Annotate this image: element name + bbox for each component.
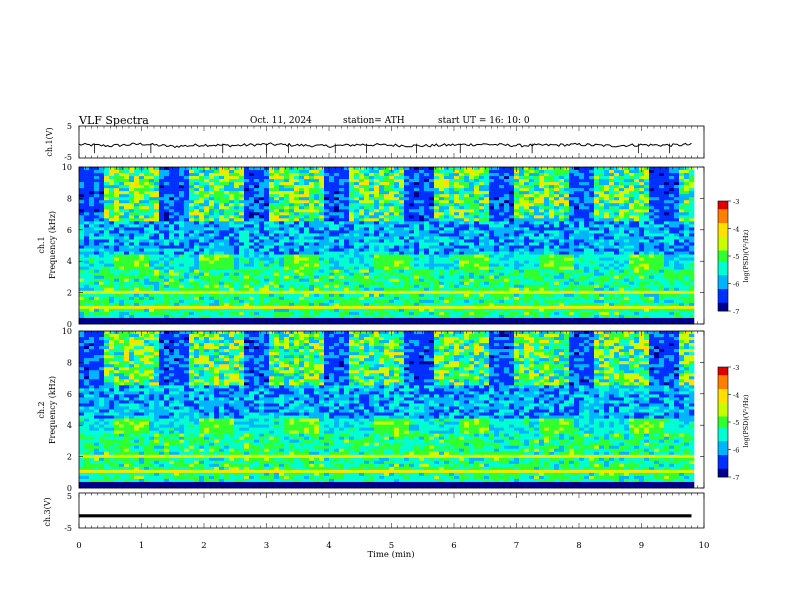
ch2-colorbar-gradient (718, 367, 728, 478)
time-axis-labels: 0 1 2 3 4 5 6 7 8 9 10 (76, 541, 709, 551)
time-tick-label-7: 7 (514, 541, 519, 551)
ch1-colorbar-gradient (718, 201, 728, 312)
freq-tick-label-4: 8 (67, 358, 72, 367)
ch1-voltage-panel: 5 -5 ch.1(V) (45, 122, 705, 162)
freq-tick-label-4: 8 (67, 194, 72, 203)
time-tick-label-3: 3 (264, 541, 269, 551)
ch1-colorbar-ticks: -3 -4 -5 -6 -7 (728, 198, 739, 316)
cbar-tick-label-2: -5 (733, 253, 739, 261)
freq-tick-label-3: 6 (67, 226, 72, 235)
start-time-label: start UT = 16: 10: 0 (438, 116, 530, 126)
ch2-spectrogram-panel: 0 2 4 6 8 10 ch.2 Frequency (kHz) (37, 327, 705, 493)
time-axis-ticks (78, 126, 705, 528)
ch1-channel-label: ch.1 (37, 236, 46, 253)
cbar-tick-label-4: -7 (733, 474, 739, 482)
freq-tick-label-3: 6 (67, 390, 72, 399)
cbar-tick-label-3: -6 (733, 281, 739, 289)
time-tick-label-6: 6 (451, 541, 456, 551)
station-label: station= ATH (343, 116, 405, 126)
ch1-spectrogram-panel: 0 2 4 6 8 10 ch.1 Frequency (kHz) (37, 163, 705, 329)
cbar-tick-label-1: -4 (733, 226, 739, 234)
ch2-frequency-yticks: 0 2 4 6 8 10 (62, 327, 704, 493)
cbar-tick-label-1: -4 (733, 392, 739, 400)
cbar-tick-label-3: -6 (733, 447, 739, 455)
freq-tick-label-1: 2 (67, 453, 72, 462)
time-tick-label-1: 1 (139, 541, 144, 551)
ch3-voltage-ytick-bottom: -5 (64, 524, 72, 533)
figure-title: VLF Spectra (78, 114, 149, 127)
ch3-voltage-ytick-top: 5 (67, 492, 72, 501)
time-tick-label-8: 8 (576, 541, 581, 551)
ch3-voltage-frame (78, 492, 705, 529)
freq-tick-label-5: 10 (62, 327, 72, 336)
ch1-voltage-trace (78, 142, 692, 149)
ch1-voltage-ytick-bottom: -5 (64, 153, 72, 162)
ch1-spectrogram-image (79, 167, 695, 325)
ch1-frequency-yticks: 0 2 4 6 8 10 (62, 163, 704, 329)
time-tick-label-9: 9 (639, 541, 644, 551)
cbar-tick-label-2: -5 (733, 419, 739, 427)
ch2-channel-label: ch.2 (37, 401, 46, 418)
time-tick-label-5: 5 (389, 541, 394, 551)
ch2-colorbar-ticks: -3 -4 -5 -6 -7 (728, 364, 739, 482)
time-tick-label-10: 10 (699, 541, 710, 551)
ch3-voltage-panel: 5 -5 ch.3(V) (43, 492, 705, 533)
cbar-tick-label-4: -7 (733, 308, 739, 316)
ch2-colorbar: -3 -4 -5 -6 -7 log(PSD)(V²/Hz) (717, 364, 750, 482)
freq-tick-label-5: 10 (62, 163, 72, 172)
ch2-colorbar-label: log(PSD)(V²/Hz) (742, 394, 750, 447)
ch3-voltage-ylabel: ch.3(V) (43, 497, 52, 526)
ch1-voltage-ylabel: ch.1(V) (45, 127, 54, 156)
freq-tick-label-1: 2 (67, 289, 72, 298)
date-label: Oct. 11, 2024 (250, 116, 312, 126)
time-tick-label-4: 4 (326, 541, 331, 551)
freq-tick-label-2: 4 (67, 421, 72, 430)
ch2-spectrogram-image (79, 331, 695, 489)
ch2-frequency-ylabel: Frequency (kHz) (48, 376, 57, 444)
time-tick-label-0: 0 (76, 541, 81, 551)
ch1-colorbar: -3 -4 -5 -6 -7 log(PSD)(V²/Hz) (717, 198, 750, 316)
freq-tick-label-2: 4 (67, 257, 72, 266)
ch1-frequency-ylabel: Frequency (kHz) (48, 211, 57, 279)
ch1-colorbar-label: log(PSD)(V²/Hz) (742, 229, 750, 282)
time-axis-label: Time (min) (367, 549, 414, 560)
freq-tick-label-0: 0 (67, 320, 72, 329)
freq-tick-label-0: 0 (67, 484, 72, 493)
cbar-tick-label-0: -3 (733, 364, 739, 372)
ch1-voltage-ytick-top: 5 (67, 122, 72, 131)
cbar-tick-label-0: -3 (733, 198, 739, 206)
time-tick-label-2: 2 (201, 541, 206, 551)
ch1-voltage-spikes (94, 143, 671, 154)
